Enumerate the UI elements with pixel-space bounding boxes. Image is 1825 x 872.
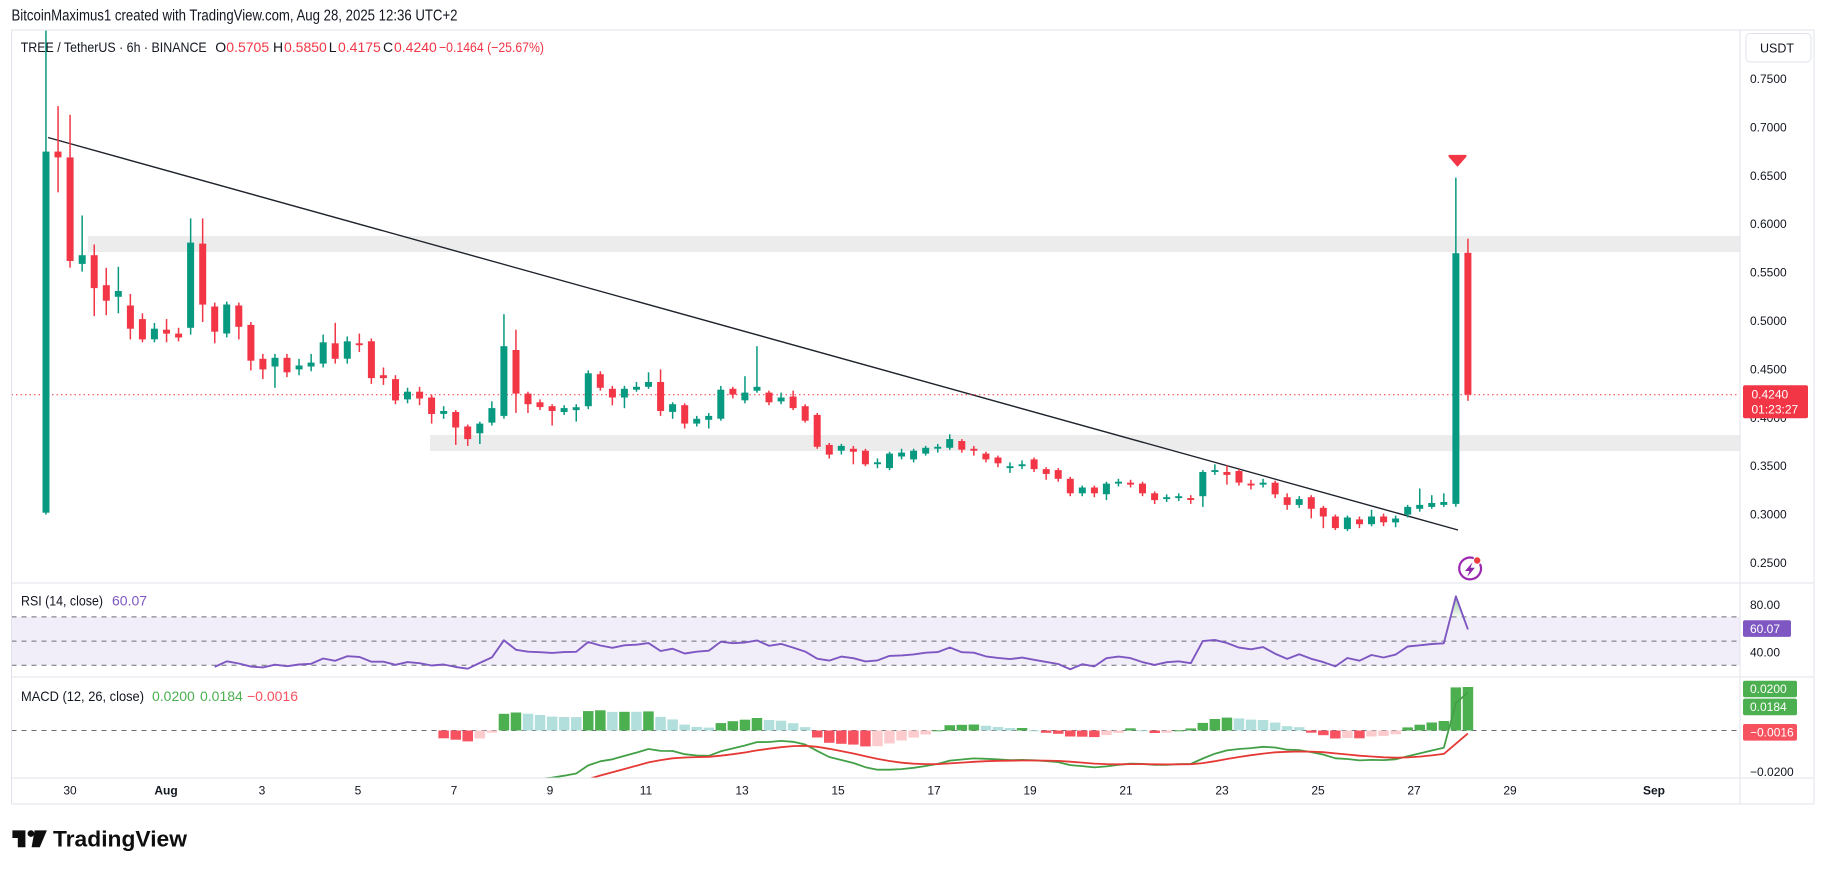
svg-text:L: L <box>329 39 337 55</box>
svg-text:21: 21 <box>1119 784 1133 798</box>
svg-text:40.00: 40.00 <box>1750 646 1780 660</box>
svg-text:0.0184: 0.0184 <box>1750 700 1787 714</box>
svg-text:19: 19 <box>1023 784 1037 798</box>
svg-text:Sep: Sep <box>1643 784 1665 798</box>
svg-text:MACD (12, 26, close): MACD (12, 26, close) <box>21 688 144 704</box>
svg-text:29: 29 <box>1503 784 1517 798</box>
svg-text:60.07: 60.07 <box>112 593 147 609</box>
svg-text:O: O <box>215 39 226 55</box>
svg-text:15: 15 <box>831 784 845 798</box>
svg-text:−0.0016: −0.0016 <box>1750 726 1794 740</box>
svg-text:01:23:27: 01:23:27 <box>1752 402 1799 416</box>
svg-text:27: 27 <box>1407 784 1421 798</box>
svg-text:0.5000: 0.5000 <box>1750 314 1787 328</box>
svg-text:BitcoinMaximus1 created with T: BitcoinMaximus1 created with TradingView… <box>12 8 458 25</box>
svg-text:0.5850: 0.5850 <box>284 39 327 55</box>
svg-text:−0.0200: −0.0200 <box>1750 765 1794 779</box>
svg-text:TradingView: TradingView <box>53 827 188 852</box>
svg-text:−0.0016: −0.0016 <box>247 688 298 704</box>
svg-text:−0.1464 (−25.67%): −0.1464 (−25.67%) <box>439 39 544 55</box>
svg-text:0.0200: 0.0200 <box>1750 682 1787 696</box>
svg-text:0.7500: 0.7500 <box>1750 72 1787 86</box>
svg-text:0.4240: 0.4240 <box>1752 388 1789 402</box>
svg-text:7: 7 <box>451 784 458 798</box>
svg-text:0.2500: 0.2500 <box>1750 556 1787 570</box>
svg-text:0.6500: 0.6500 <box>1750 169 1787 183</box>
svg-text:USDT: USDT <box>1760 42 1794 56</box>
svg-text:RSI (14, close): RSI (14, close) <box>21 593 103 609</box>
svg-text:9: 9 <box>547 784 554 798</box>
svg-text:H: H <box>273 39 283 55</box>
svg-text:11: 11 <box>640 784 653 798</box>
svg-text:17: 17 <box>927 784 941 798</box>
svg-text:0.5705: 0.5705 <box>226 39 269 55</box>
svg-text:0.3500: 0.3500 <box>1750 459 1787 473</box>
svg-text:0.4500: 0.4500 <box>1750 362 1787 376</box>
svg-text:0.3000: 0.3000 <box>1750 508 1787 522</box>
svg-text:23: 23 <box>1215 784 1229 798</box>
svg-text:5: 5 <box>355 784 362 798</box>
svg-text:80.00: 80.00 <box>1750 598 1780 612</box>
svg-text:0.6000: 0.6000 <box>1750 217 1787 231</box>
svg-text:0.5500: 0.5500 <box>1750 266 1787 280</box>
svg-text:Aug: Aug <box>154 784 177 798</box>
svg-text:0.0200: 0.0200 <box>152 688 195 704</box>
svg-text:30: 30 <box>63 784 77 798</box>
svg-text:C: C <box>383 39 393 55</box>
svg-text:0.7000: 0.7000 <box>1750 120 1787 134</box>
svg-text:25: 25 <box>1311 784 1325 798</box>
svg-text:13: 13 <box>735 784 749 798</box>
svg-text:0.4175: 0.4175 <box>338 39 381 55</box>
svg-text:TREE / TetherUS · 6h · BINANCE: TREE / TetherUS · 6h · BINANCE <box>21 39 207 55</box>
svg-text:3: 3 <box>259 784 266 798</box>
svg-text:60.07: 60.07 <box>1750 622 1780 636</box>
svg-text:0.4240: 0.4240 <box>394 39 437 55</box>
svg-text:0.0184: 0.0184 <box>200 688 243 704</box>
